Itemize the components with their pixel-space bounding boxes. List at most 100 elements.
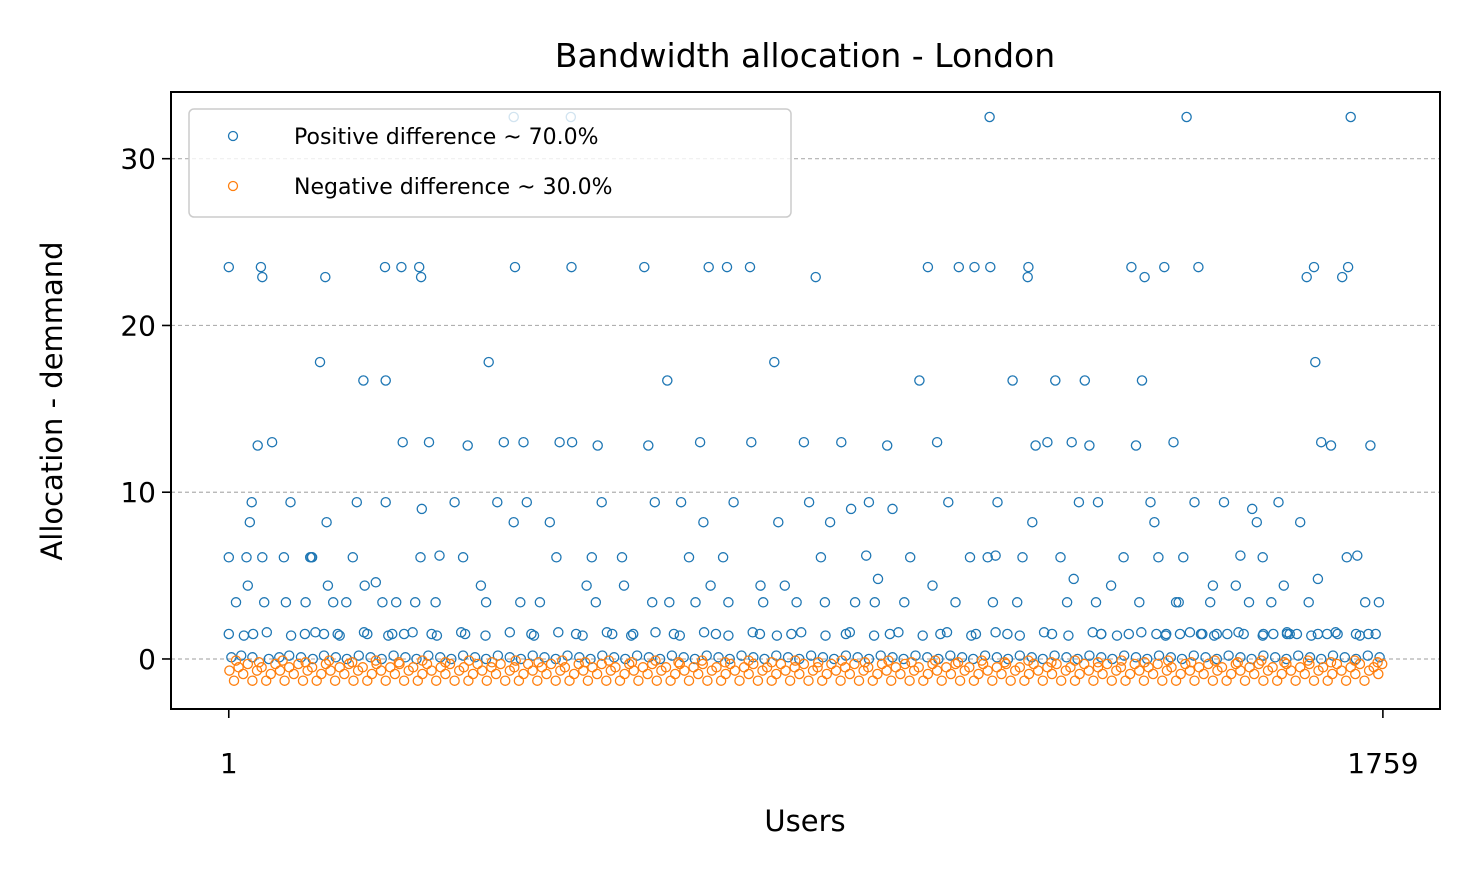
data-point <box>591 668 603 680</box>
data-point <box>1230 580 1242 591</box>
data-point <box>280 597 292 608</box>
y-tick-label: 0 <box>138 643 156 676</box>
data-point <box>1153 552 1164 563</box>
data-point <box>1216 662 1228 673</box>
series-1 <box>224 655 1388 686</box>
data-point <box>702 675 713 686</box>
data-point <box>952 657 964 668</box>
data-point <box>341 597 352 608</box>
data-point <box>346 657 358 668</box>
data-point <box>813 657 824 668</box>
data-point <box>1269 652 1281 663</box>
data-point <box>836 655 848 666</box>
data-point <box>449 675 460 686</box>
data-point <box>771 630 783 641</box>
data-point <box>597 650 608 661</box>
data-point <box>334 630 345 641</box>
data-point <box>1365 440 1376 451</box>
x-tick-label: 1 <box>220 747 238 780</box>
data-point <box>1317 662 1329 673</box>
data-point <box>510 655 521 666</box>
data-point <box>798 436 810 448</box>
data-point <box>509 261 521 273</box>
data-point <box>253 657 265 668</box>
data-point <box>1007 375 1018 386</box>
data-point <box>1055 552 1066 563</box>
data-point <box>383 630 394 641</box>
data-point <box>314 356 326 368</box>
data-point <box>698 516 709 528</box>
data-point <box>679 665 690 676</box>
data-point <box>359 580 370 591</box>
data-point <box>747 627 758 638</box>
data-point <box>815 552 827 563</box>
data-point <box>1136 375 1148 386</box>
data-point <box>379 261 391 273</box>
data-point <box>1225 668 1237 680</box>
data-point <box>1294 516 1306 528</box>
data-point <box>1042 436 1053 448</box>
data-point <box>1373 668 1384 680</box>
data-point <box>316 668 327 680</box>
data-point <box>1325 657 1337 668</box>
data-point <box>863 496 875 508</box>
data-point <box>1248 668 1260 680</box>
data-point <box>330 652 342 663</box>
data-point <box>1017 552 1028 563</box>
data-point <box>1222 628 1233 640</box>
data-point <box>893 627 904 638</box>
data-point <box>883 655 894 666</box>
data-point <box>252 440 263 451</box>
data-point <box>904 552 916 563</box>
data-point <box>885 675 897 686</box>
data-point <box>348 675 359 686</box>
data-point <box>1239 675 1251 686</box>
data-point <box>353 650 365 661</box>
data-point <box>773 516 784 528</box>
data-point <box>1256 655 1267 666</box>
data-point <box>922 261 934 273</box>
data-point <box>720 668 731 680</box>
data-point <box>723 630 734 641</box>
data-point <box>230 655 242 666</box>
data-point <box>1235 550 1246 561</box>
data-point <box>1149 516 1160 528</box>
data-point <box>643 440 654 451</box>
data-point <box>1246 503 1258 515</box>
data-point <box>1046 657 1057 668</box>
data-point <box>1308 261 1320 273</box>
data-point <box>1339 652 1351 663</box>
data-point <box>619 668 630 680</box>
data-point <box>358 627 370 638</box>
data-point <box>872 573 884 585</box>
legend: Positive difference ~ 70.0% Negative dif… <box>188 108 792 218</box>
data-point <box>1153 650 1165 661</box>
data-point <box>554 436 565 448</box>
data-point <box>417 655 428 666</box>
data-point <box>486 657 498 668</box>
data-point <box>1376 658 1388 670</box>
data-point <box>954 675 966 686</box>
data-point <box>1315 436 1327 448</box>
data-point <box>426 665 437 676</box>
data-point <box>1166 662 1177 673</box>
data-point <box>721 261 733 273</box>
data-point <box>483 356 494 368</box>
data-point <box>498 436 510 448</box>
data-point <box>803 675 814 686</box>
data-point <box>300 657 311 668</box>
data-point <box>689 653 701 665</box>
data-point <box>784 675 796 686</box>
data-point <box>1209 655 1221 666</box>
data-point <box>492 496 503 508</box>
data-point <box>397 436 408 448</box>
data-point <box>953 261 965 273</box>
data-point <box>265 668 277 680</box>
data-point <box>844 668 856 680</box>
data-point <box>853 675 865 686</box>
data-point <box>752 675 764 686</box>
data-point <box>1152 658 1163 670</box>
data-point <box>1278 580 1290 591</box>
data-point <box>1134 597 1145 608</box>
legend-box <box>188 108 792 218</box>
